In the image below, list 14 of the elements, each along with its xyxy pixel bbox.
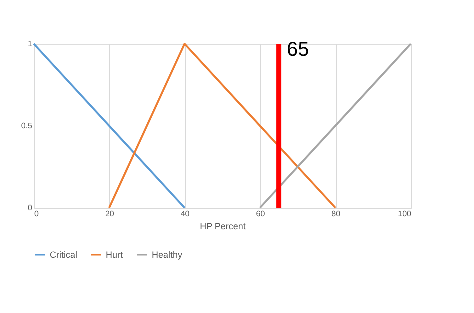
- legend-label: Critical: [50, 250, 78, 260]
- x-tick-label: 100: [398, 210, 412, 218]
- x-tick-label: 80: [332, 210, 342, 218]
- y-tick-label: 0: [28, 204, 34, 212]
- x-tick-label: 20: [105, 210, 115, 218]
- x-tick-label: 0: [34, 210, 40, 218]
- ref-line-label: 65: [287, 39, 310, 61]
- x-tick-label: 40: [180, 210, 190, 218]
- legend-label: Hurt: [106, 250, 124, 260]
- y-tick-label: 1: [28, 40, 34, 48]
- y-tick-label: 0.5: [21, 122, 34, 130]
- x-axis-title: HP Percent: [200, 222, 246, 232]
- legend-label: Healthy: [152, 250, 184, 260]
- x-tick-label: 60: [256, 210, 266, 218]
